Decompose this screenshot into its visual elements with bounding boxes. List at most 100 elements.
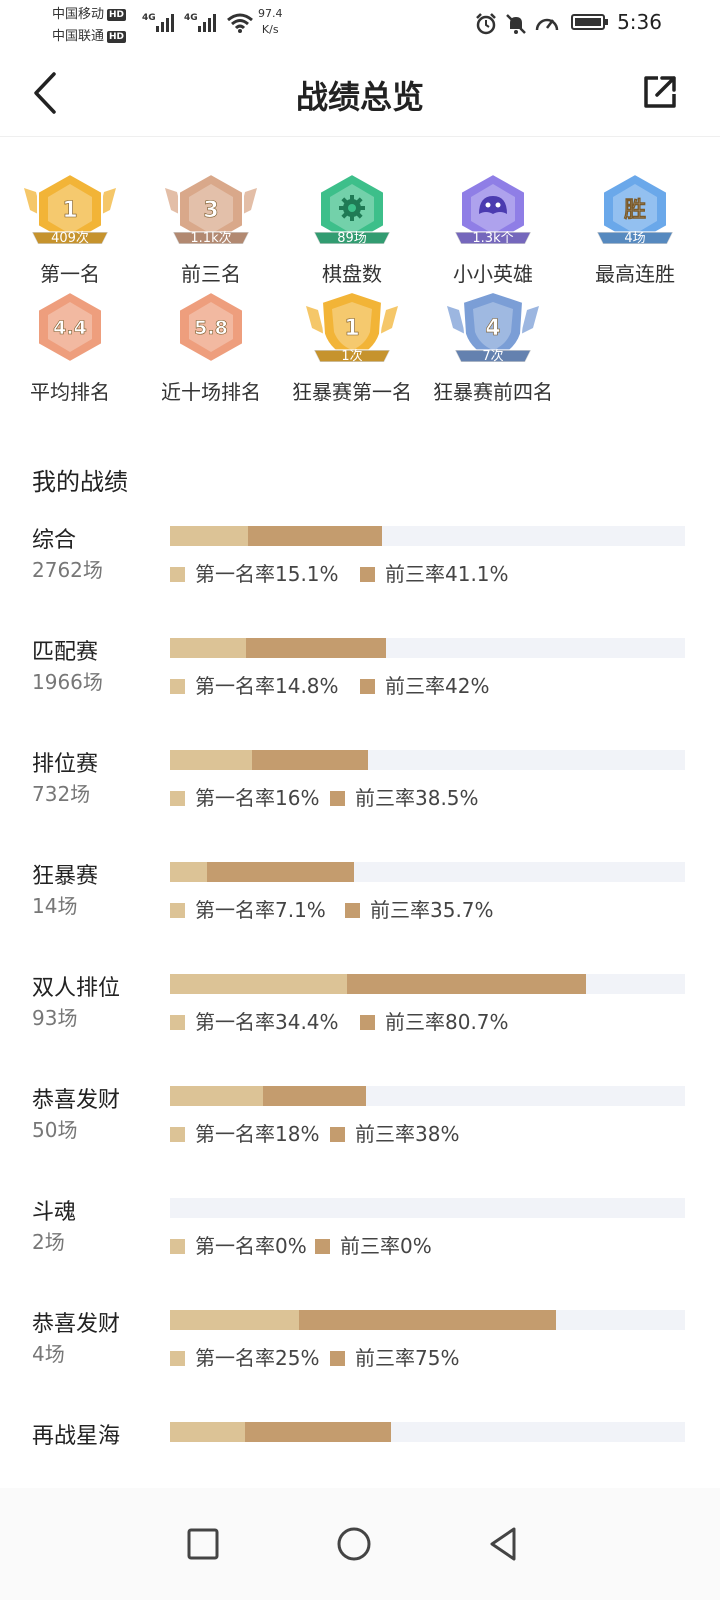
mute-notification-icon	[506, 14, 526, 34]
top3-rate-label: 前三率42%	[385, 674, 490, 698]
clock: 5:36	[617, 10, 662, 34]
top3-rate-legend: 前三率0%	[315, 1230, 432, 1259]
first-rate-legend: 第一名率7.1%	[170, 894, 326, 923]
first-rate-swatch	[170, 1351, 185, 1366]
first-rate-bar	[170, 750, 253, 770]
signal-icon: 4G	[142, 13, 174, 32]
badge-caption: 小小英雄	[453, 262, 533, 286]
peach-hex-badge-icon: 4.4	[37, 290, 103, 364]
alarm-icon	[476, 13, 496, 35]
battery-icon	[571, 14, 608, 30]
first-rate-label: 第一名率7.1%	[195, 898, 326, 922]
first-rate-bar	[170, 1086, 263, 1106]
top3-rate-legend: 前三率38.5%	[330, 782, 479, 811]
badge-3[interactable]: 89场 棋盘数	[282, 170, 422, 287]
rate-bar-track	[170, 1422, 685, 1442]
top3-rate-swatch	[360, 1015, 375, 1030]
first-rate-swatch	[170, 903, 185, 918]
first-rate-legend: 第一名率0%	[170, 1230, 307, 1259]
mode-name: 狂暴赛	[32, 864, 99, 889]
top3-rate-swatch	[330, 1127, 345, 1142]
first-rate-legend: 第一名率16%	[170, 782, 319, 811]
mode-name: 再战星海	[32, 1424, 121, 1449]
badge-sub-label: 1次	[341, 348, 362, 364]
badge-5[interactable]: 胜 4场 最高连胜	[565, 170, 705, 287]
badge-2[interactable]: 3 1.1k次 前三名	[141, 170, 281, 287]
first-rate-label: 第一名率15.1%	[195, 562, 339, 586]
stat-row: 再战星海	[0, 1418, 720, 1518]
mode-name: 匹配赛	[32, 640, 99, 665]
badge-value: 4.4	[53, 317, 87, 339]
badge-9[interactable]: 4 7次 狂暴赛前四名	[423, 288, 563, 405]
top3-rate-swatch	[330, 791, 345, 806]
badge-value: 胜	[624, 198, 646, 223]
stat-row: 斗魂 2场 第一名率0% 前三率0%	[0, 1194, 720, 1294]
rate-bar-track	[170, 862, 685, 882]
svg-text:4G: 4G	[184, 13, 198, 23]
match-count: 4场	[32, 1342, 65, 1366]
first-rate-swatch	[170, 1239, 185, 1254]
first-rate-legend: 第一名率18%	[170, 1118, 319, 1147]
gold-winged-hex-badge-icon: 1 409次	[24, 172, 116, 246]
badge-caption: 平均排名	[30, 380, 110, 404]
badge-1[interactable]: 1 409次 第一名	[0, 170, 140, 287]
top3-rate-legend: 前三率42%	[360, 670, 489, 699]
match-count: 50场	[32, 1118, 78, 1142]
mode-name: 综合	[32, 528, 77, 553]
peach-hex-badge-icon: 5.8	[178, 290, 244, 364]
first-rate-label: 第一名率14.8%	[195, 674, 339, 698]
rate-bar-track	[170, 526, 685, 546]
first-rate-label: 第一名率18%	[195, 1122, 320, 1146]
match-count: 14场	[32, 894, 78, 918]
badge-caption: 近十场排名	[161, 380, 261, 404]
badge-sub-label: 7次	[482, 348, 503, 364]
match-count: 2场	[32, 1230, 65, 1254]
first-rate-legend: 第一名率14.8%	[170, 670, 339, 699]
badge-value: 4	[485, 316, 500, 341]
badge-value: 1	[344, 316, 359, 341]
carrier-info: 中国移动 HD 中国联通 HD	[52, 4, 127, 48]
rate-bar-track	[170, 1198, 685, 1218]
gold-shield-badge-icon: 11次	[306, 290, 398, 364]
first-rate-swatch	[170, 567, 185, 582]
home-button[interactable]	[334, 1524, 374, 1564]
share-icon[interactable]	[640, 72, 680, 112]
badge-8[interactable]: 1 1次 狂暴赛第一名	[282, 288, 422, 405]
first-rate-swatch	[170, 679, 185, 694]
top3-rate-legend: 前三率41.1%	[360, 558, 509, 587]
signal-icon-2: 4G	[184, 13, 216, 32]
badge-sub-label: 89场	[337, 231, 367, 246]
mode-name: 恭喜发财	[32, 1312, 121, 1337]
top3-rate-legend: 前三率75%	[330, 1342, 459, 1371]
rate-bar-track	[170, 974, 685, 994]
match-count: 732场	[32, 782, 91, 806]
match-count: 93场	[32, 1006, 78, 1030]
top3-rate-legend: 前三率38%	[330, 1118, 459, 1147]
top3-rate-swatch	[345, 903, 360, 918]
stat-row: 狂暴赛 14场 第一名率7.1% 前三率35.7%	[0, 858, 720, 958]
first-rate-swatch	[170, 791, 185, 806]
carrier-2: 中国联通	[52, 29, 105, 44]
first-rate-legend: 第一名率15.1%	[170, 558, 339, 587]
back-button[interactable]	[484, 1524, 524, 1564]
badge-6[interactable]: 4.4 平均排名	[0, 288, 140, 405]
badge-caption: 狂暴赛第一名	[292, 380, 412, 404]
top3-rate-label: 前三率38.5%	[355, 786, 479, 810]
badge-4[interactable]: 1.3k个小小英雄	[423, 170, 563, 287]
match-count: 2762场	[32, 558, 103, 582]
recent-apps-button[interactable]	[183, 1524, 223, 1564]
top3-rate-label: 前三率41.1%	[385, 562, 509, 586]
match-count: 1966场	[32, 670, 103, 694]
back-arrow-icon[interactable]	[28, 70, 68, 116]
first-rate-swatch	[170, 1015, 185, 1030]
rate-bar-track	[170, 1086, 685, 1106]
stat-row: 综合 2762场 第一名率15.1% 前三率41.1%	[0, 522, 720, 622]
green-gear-hex-badge-icon: 89场	[313, 172, 391, 246]
top3-rate-label: 前三率0%	[340, 1234, 432, 1258]
bronze-winged-hex-badge-icon: 3 1.1k次	[165, 172, 257, 246]
wifi-icon	[227, 13, 253, 33]
badge-sub-label: 1.3k个	[472, 231, 513, 246]
badge-sub-label: 4场	[624, 231, 645, 246]
badge-7[interactable]: 5.8 近十场排名	[141, 288, 281, 405]
top3-rate-swatch	[360, 567, 375, 582]
